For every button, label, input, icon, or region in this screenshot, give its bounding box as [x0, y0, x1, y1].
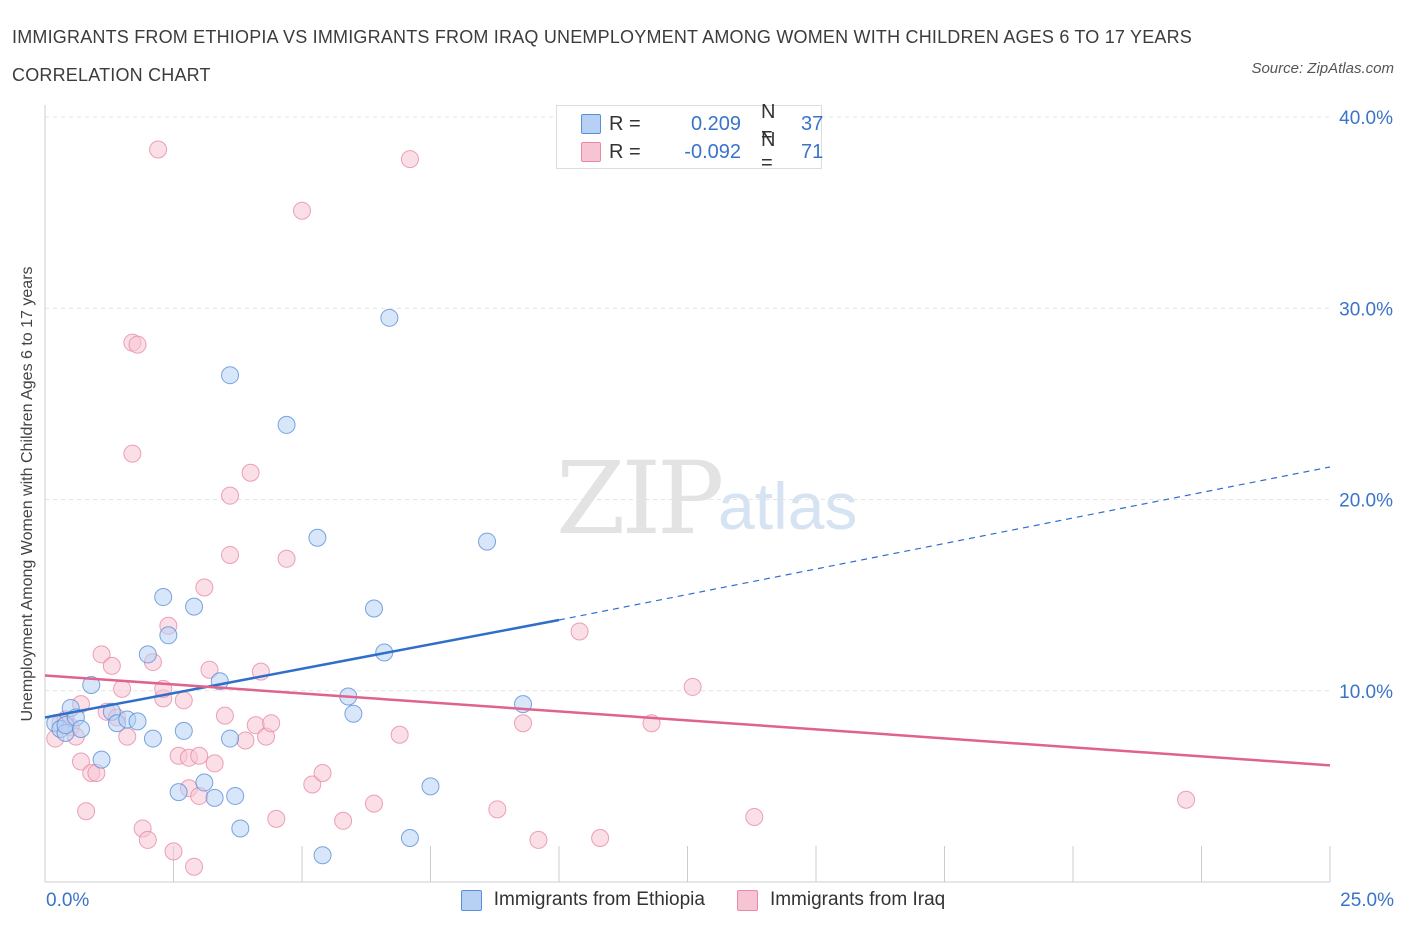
stats-row-ethiopia: R = 0.209 N = 37 — [581, 101, 823, 146]
iraq-point — [293, 201, 311, 220]
iraq-point — [221, 486, 240, 505]
ethiopia-swatch — [581, 114, 601, 134]
ethiopia-point — [313, 846, 332, 865]
iraq-point — [313, 763, 332, 782]
iraq-n-value: 71 — [801, 140, 824, 163]
watermark-atlas: atlas — [718, 469, 858, 543]
ethiopia-point — [308, 528, 327, 547]
ethiopia-point — [277, 415, 296, 434]
ethiopia-point — [92, 750, 111, 769]
iraq-point — [195, 578, 214, 597]
iraq-point — [113, 679, 132, 698]
iraq-point — [1177, 790, 1196, 809]
iraq-point — [267, 809, 286, 828]
y-tick-label: 40.0% — [1339, 108, 1393, 129]
correlation-box: R = 0.209 N = 37 R = -0.092 N = 71 — [556, 101, 823, 174]
watermark-zip: ZIP — [556, 440, 724, 557]
iraq-point — [745, 807, 764, 826]
iraq-point — [205, 754, 224, 773]
ethiopia-point — [169, 783, 188, 802]
iraq-point — [488, 800, 507, 819]
n-label: N = — [761, 129, 776, 174]
iraq-r-value: -0.092 — [684, 140, 741, 163]
ethiopia-point — [205, 788, 224, 807]
ethiopia-trendline-projection — [558, 466, 1331, 621]
legend-swatch-ethiopia — [460, 889, 482, 911]
ethiopia-point — [478, 532, 497, 551]
legend-item-ethiopia[interactable]: Immigrants from Ethiopia — [460, 889, 705, 911]
legend-label-ethiopia: Immigrants from Ethiopia — [493, 889, 705, 910]
ethiopia-r-value: 0.209 — [690, 112, 741, 135]
iraq-point — [92, 645, 111, 664]
r-label: R = — [609, 140, 641, 163]
ethiopia-point — [231, 819, 250, 838]
y-tick-label: 30.0% — [1339, 299, 1393, 320]
n-label: N = — [761, 101, 776, 146]
iraq-point — [303, 775, 322, 794]
iraq-point — [123, 444, 142, 463]
iraq-swatch — [581, 142, 601, 162]
iraq-point — [236, 731, 255, 750]
iraq-point — [128, 335, 147, 354]
source-label: Source: ZipAtlas.com — [1251, 60, 1394, 77]
chart-title: IMMIGRANTS FROM ETHIOPIA VS IMMIGRANTS F… — [12, 27, 1193, 85]
iraq-point — [200, 660, 219, 679]
y-tick-label: 10.0% — [1339, 682, 1393, 703]
iraq-point — [221, 545, 240, 564]
ethiopia-point — [185, 597, 204, 616]
ethiopia-point — [344, 704, 363, 723]
ethiopia-point — [71, 720, 90, 738]
iraq-point — [174, 691, 193, 710]
legend-label-iraq: Immigrants from Iraq — [769, 889, 946, 910]
ethiopia-point — [226, 786, 245, 805]
iraq-point — [102, 656, 121, 675]
iraq-point — [149, 140, 168, 159]
stats-row-iraq: R = -0.092 N = 71 — [581, 129, 823, 174]
iraq-point — [514, 714, 533, 733]
legend: Immigrants from Ethiopia Immigrants from… — [0, 889, 1406, 911]
ethiopia-point — [174, 721, 193, 740]
iraq-point — [190, 746, 209, 765]
legend-swatch-iraq — [736, 889, 758, 911]
iraq-point — [215, 706, 234, 725]
ethiopia-point — [195, 773, 214, 792]
ethiopia-point — [221, 729, 240, 748]
ethiopia-point — [128, 712, 147, 731]
ethiopia-point — [421, 777, 440, 796]
ethiopia-trendline — [44, 618, 560, 719]
ethiopia-point — [221, 366, 240, 385]
iraq-trendline — [44, 674, 1331, 767]
ethiopia-point — [364, 599, 383, 618]
x-tick-min: 0.0% — [46, 890, 90, 911]
ethiopia-point — [143, 729, 162, 748]
ethiopia-point — [400, 829, 419, 848]
iraq-point — [277, 549, 296, 568]
iraq-point — [334, 811, 353, 830]
iraq-point — [164, 842, 183, 861]
iraq-point — [591, 829, 610, 848]
iraq-point — [364, 794, 383, 813]
iraq-point — [400, 150, 419, 169]
iraq-point — [390, 725, 409, 744]
ethiopia-point — [82, 676, 101, 695]
iraq-point — [262, 714, 281, 733]
iraq-point — [529, 830, 548, 849]
legend-item-iraq[interactable]: Immigrants from Iraq — [736, 889, 946, 911]
iraq-point — [185, 857, 204, 876]
ethiopia-point — [159, 626, 178, 645]
x-tick-max: 25.0% — [1340, 890, 1394, 911]
ethiopia-point — [154, 588, 173, 607]
y-tick-label: 20.0% — [1339, 491, 1393, 512]
r-label: R = — [609, 112, 641, 135]
iraq-point — [138, 830, 157, 849]
iraq-point — [71, 752, 90, 771]
iraq-point — [570, 622, 589, 641]
ethiopia-point — [380, 308, 399, 327]
iraq-point — [683, 677, 702, 696]
ethiopia-n-value: 37 — [801, 112, 824, 135]
ethiopia-point — [138, 645, 157, 664]
iraq-point — [77, 802, 96, 821]
iraq-point — [241, 463, 260, 482]
